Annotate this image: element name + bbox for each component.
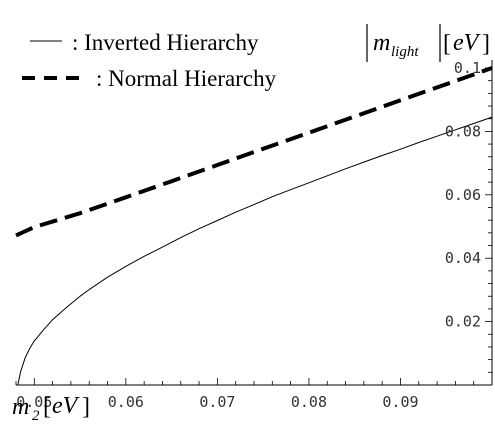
x-tick-label: 0.06 xyxy=(108,393,144,411)
axes: 0.05 0.06 0.07 0.08 0.09 0.02 0.04 0.06 0.08 0.1 xyxy=(15,59,493,411)
series-line-normal xyxy=(15,66,493,238)
series-line-inverted xyxy=(17,116,493,386)
y-axis-title: m light [ eV ] xyxy=(366,24,490,62)
legend-label-normal: : Normal Hierarchy xyxy=(96,66,277,91)
y-tick-label: 0.04 xyxy=(445,249,481,267)
y-axis-title-sub: light xyxy=(391,44,419,60)
x-tick-label: 0.09 xyxy=(382,393,418,411)
y-tick-label: 0.06 xyxy=(445,186,481,204)
legend: : Inverted Hierarchy : Normal Hierarchy xyxy=(22,30,277,91)
y-tick-label: 0.1 xyxy=(454,59,481,77)
x-tick-label: 0.08 xyxy=(291,393,327,411)
svg-text:]: ] xyxy=(482,31,490,57)
svg-text:[: [ xyxy=(443,31,451,57)
y-tick-label: 0.08 xyxy=(445,122,481,140)
x-tick-label: 0.07 xyxy=(199,393,235,411)
x-tick-label: 0.05 xyxy=(16,393,52,411)
svg-text:[: [ xyxy=(43,394,51,420)
y-axis-title-main: m xyxy=(373,30,390,56)
x-axis-title: m 2 [ eV ] xyxy=(12,393,90,424)
x-axis-title-main: m xyxy=(12,394,29,420)
x-axis-title-sub: 2 xyxy=(32,408,40,424)
plot-area xyxy=(15,66,493,386)
y-axis-title-unit: eV xyxy=(453,30,481,56)
svg-text:]: ] xyxy=(82,394,90,420)
x-axis-title-unit: eV xyxy=(52,393,80,419)
legend-label-inverted: : Inverted Hierarchy xyxy=(72,30,259,55)
y-tick-label: 0.02 xyxy=(445,313,481,331)
